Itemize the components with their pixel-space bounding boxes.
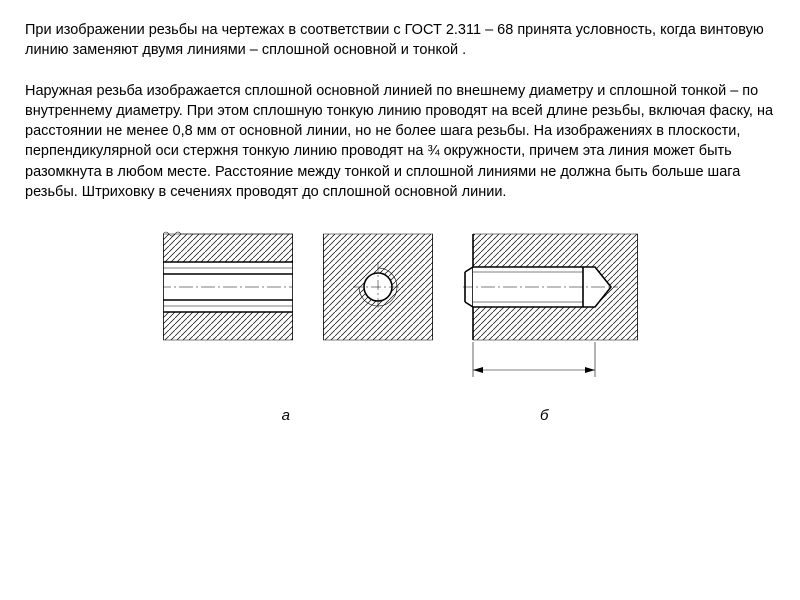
label-a: а (282, 407, 290, 424)
paragraph-1: При изображении резьбы на чертежах в соо… (25, 20, 775, 61)
figure-b (463, 222, 638, 392)
figure-a-section (163, 222, 293, 352)
figure-captions: а б (25, 407, 775, 424)
paragraph-2: Наружная резьба изображается сплошной ос… (25, 81, 775, 203)
figure-a-end (323, 222, 433, 352)
figure-area (25, 222, 775, 392)
label-b: б (540, 407, 548, 424)
